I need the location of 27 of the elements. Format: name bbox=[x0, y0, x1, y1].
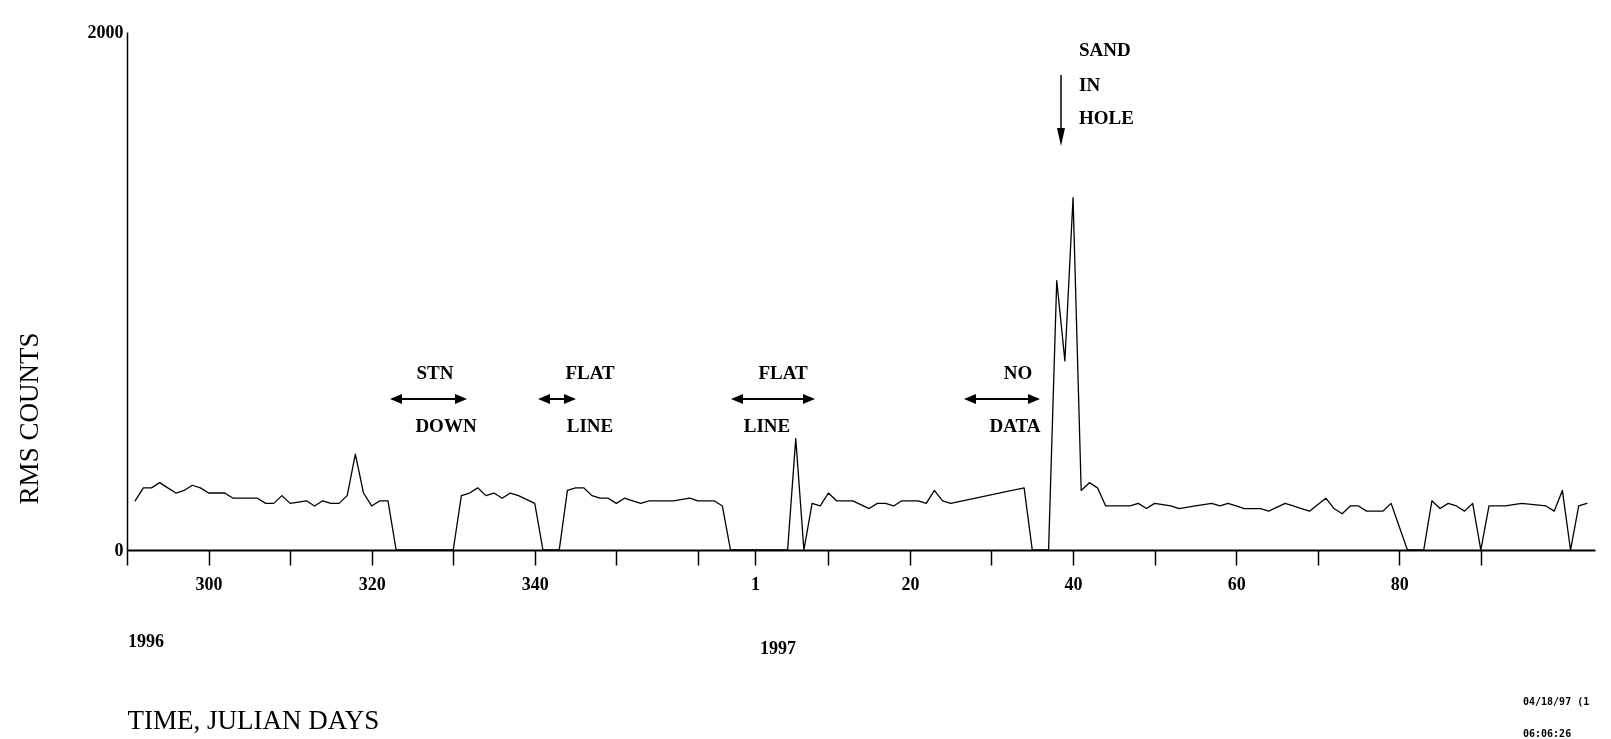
x-tick-label: 20 bbox=[901, 573, 920, 594]
y-tick-label: 0 bbox=[114, 539, 124, 560]
annotation: FLAT bbox=[565, 362, 615, 383]
y-tick-label: 2000 bbox=[87, 21, 124, 42]
x-tick-label: 40 bbox=[1064, 573, 1083, 594]
text: 06:06:26 bbox=[1523, 728, 1572, 739]
annotation: IN bbox=[1079, 74, 1101, 95]
text: 04/18/97 (1 bbox=[1523, 696, 1590, 707]
x-axis-title: TIME, JULIAN DAYS bbox=[127, 704, 380, 735]
y-axis-title: RMS COUNTS bbox=[13, 332, 44, 505]
annotation: SAND bbox=[1079, 39, 1131, 60]
text: 1997 bbox=[760, 638, 796, 658]
annotation: DATA bbox=[989, 415, 1041, 436]
annotation: LINE bbox=[566, 415, 614, 436]
x-tick-label: 60 bbox=[1227, 573, 1246, 594]
annotation: LINE bbox=[743, 415, 791, 436]
text: 1996 bbox=[128, 631, 164, 651]
annotation: NO bbox=[1003, 362, 1033, 383]
x-tick-label: 80 bbox=[1390, 573, 1409, 594]
x-tick-label: 300 bbox=[195, 573, 223, 594]
annotation: STN bbox=[416, 362, 454, 383]
x-tick-label: 320 bbox=[358, 573, 386, 594]
x-tick-label: 1 bbox=[750, 573, 760, 594]
annotation: DOWN bbox=[415, 415, 477, 436]
annotation: HOLE bbox=[1079, 107, 1134, 128]
annotation: FLAT bbox=[758, 362, 808, 383]
x-tick-label: 340 bbox=[521, 573, 549, 594]
